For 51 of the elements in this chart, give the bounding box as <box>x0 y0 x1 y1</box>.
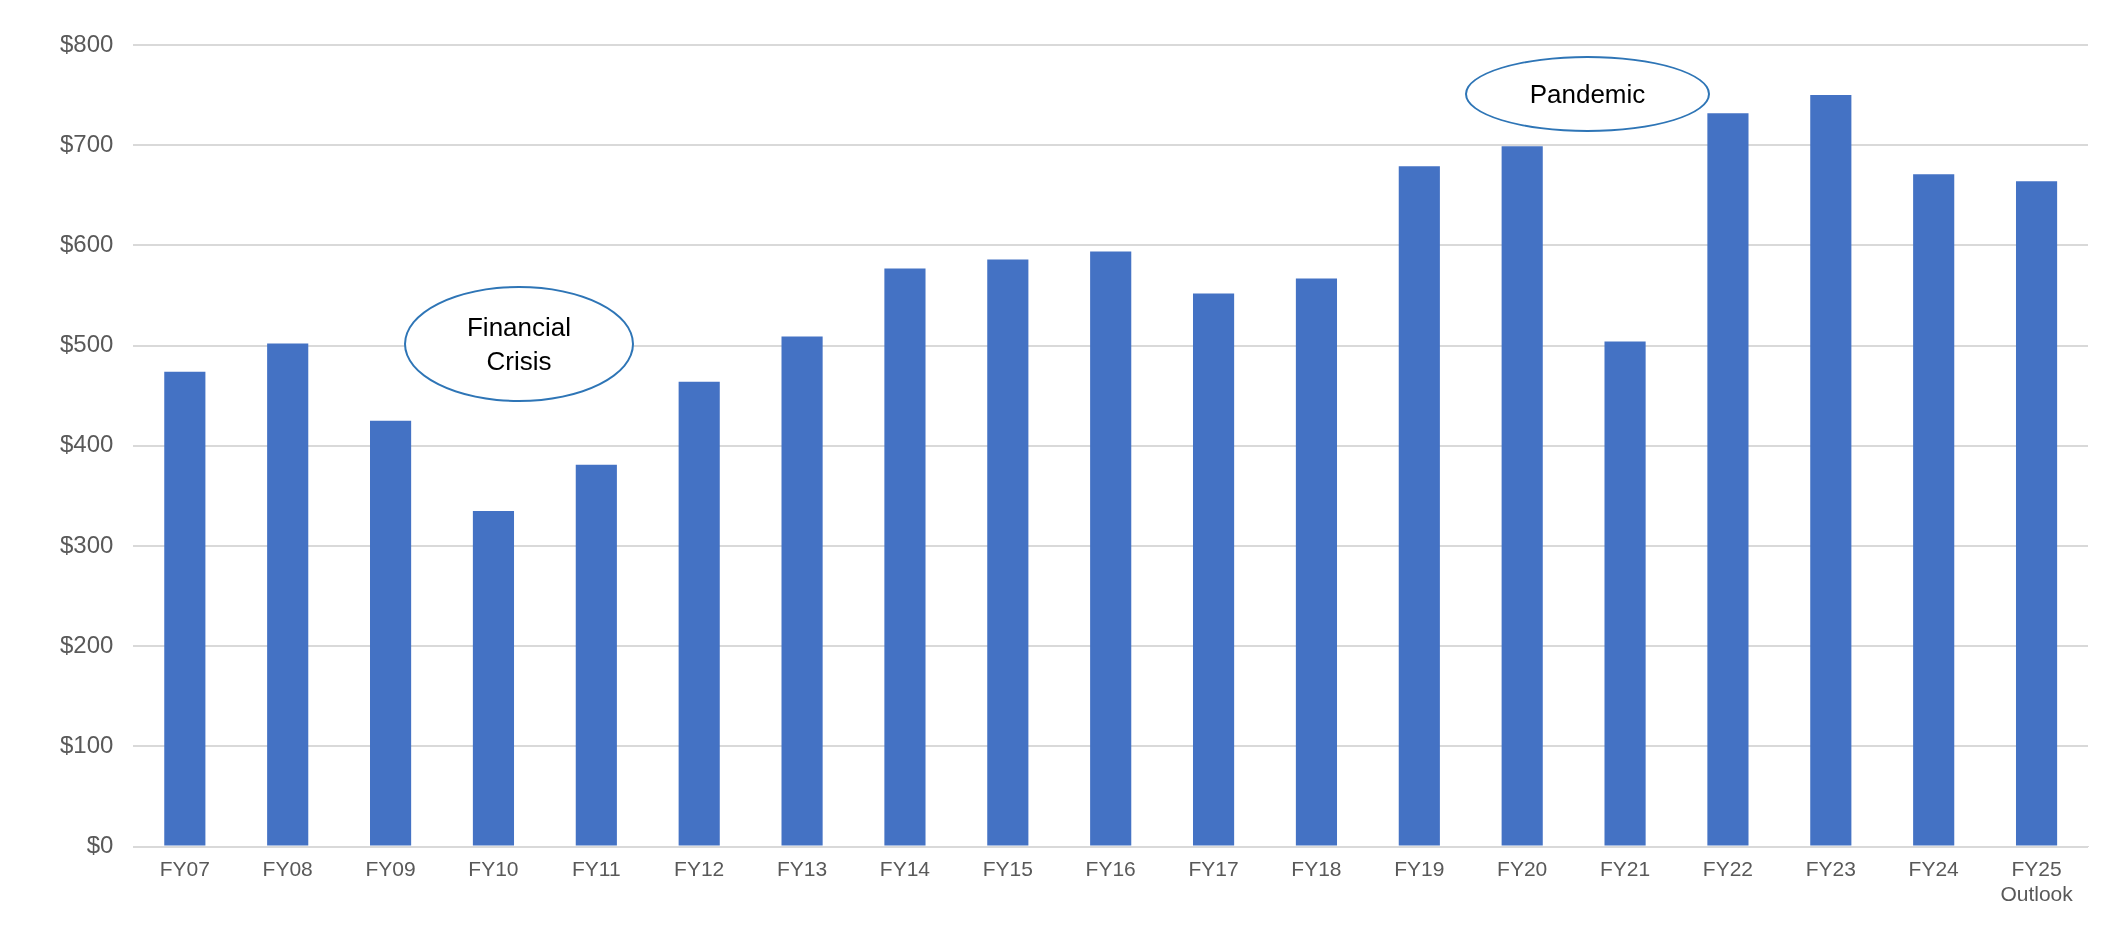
bar <box>781 336 823 846</box>
x-tick-label: FY14 <box>879 857 931 880</box>
x-tick-label: FY25 Outlook <box>2000 857 2074 906</box>
x-tick-label: FY17 <box>1188 857 1239 880</box>
oval-callout: Financial Crisis <box>404 286 634 402</box>
x-tick-label: FY23 <box>1805 857 1856 880</box>
x-tick-label: FY19 <box>1394 857 1445 880</box>
bar <box>678 381 720 846</box>
x-tick-label: FY09 <box>365 857 416 880</box>
x-tick-label: FY15 <box>982 857 1033 880</box>
y-tick-label: $100 <box>60 731 114 759</box>
annotation: Pandemic <box>1529 78 1646 111</box>
bar <box>2015 181 2058 846</box>
bar <box>164 371 206 846</box>
bar <box>1398 166 1440 846</box>
y-tick-label: $800 <box>60 29 114 57</box>
y-tick-label: $300 <box>60 530 114 558</box>
bar <box>1090 251 1132 846</box>
x-tick-label: FY20 <box>1497 857 1548 880</box>
x-tick-label: FY08 <box>262 857 313 880</box>
bar <box>987 259 1029 846</box>
x-tick-label: FY07 <box>159 857 210 880</box>
y-tick-label: $500 <box>60 330 114 358</box>
bar <box>1707 113 1749 846</box>
bar <box>884 268 926 846</box>
x-tick-label: FY13 <box>776 857 828 880</box>
x-tick-label: FY21 <box>1599 857 1651 880</box>
bar <box>1192 293 1235 846</box>
bar <box>472 510 515 846</box>
bar <box>1810 95 1852 846</box>
y-tick-label: $200 <box>60 630 114 658</box>
bar <box>1501 146 1543 846</box>
y-tick-label: $400 <box>60 430 114 458</box>
bar <box>1604 341 1646 846</box>
bar <box>267 343 309 846</box>
annotation: Financial Crisis <box>465 311 573 378</box>
bar <box>370 420 412 846</box>
y-tick-label: $0 <box>86 831 114 859</box>
x-tick-label: FY16 <box>1085 857 1136 880</box>
x-tick-label: FY12 <box>674 857 725 880</box>
x-tick-label: FY11 <box>572 857 621 880</box>
bar <box>575 464 617 846</box>
x-tick-label: FY18 <box>1291 857 1342 880</box>
bar <box>1913 174 1955 846</box>
bar <box>1295 278 1338 846</box>
x-tick-label: FY24 <box>1908 857 1960 880</box>
y-tick-label: $600 <box>60 230 114 258</box>
y-tick-label: $700 <box>60 129 114 157</box>
oval-callout: Pandemic <box>1465 56 1710 132</box>
x-tick-label: FY22 <box>1702 857 1754 880</box>
x-tick-label: FY10 <box>468 857 519 880</box>
